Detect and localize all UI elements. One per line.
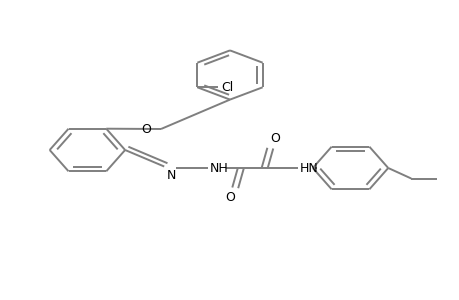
Text: HN: HN xyxy=(299,161,318,175)
Text: O: O xyxy=(224,191,235,204)
Text: O: O xyxy=(270,132,280,145)
Text: Cl: Cl xyxy=(221,81,234,94)
Text: O: O xyxy=(141,122,151,136)
Text: N: N xyxy=(166,169,175,182)
Text: NH: NH xyxy=(210,161,229,175)
